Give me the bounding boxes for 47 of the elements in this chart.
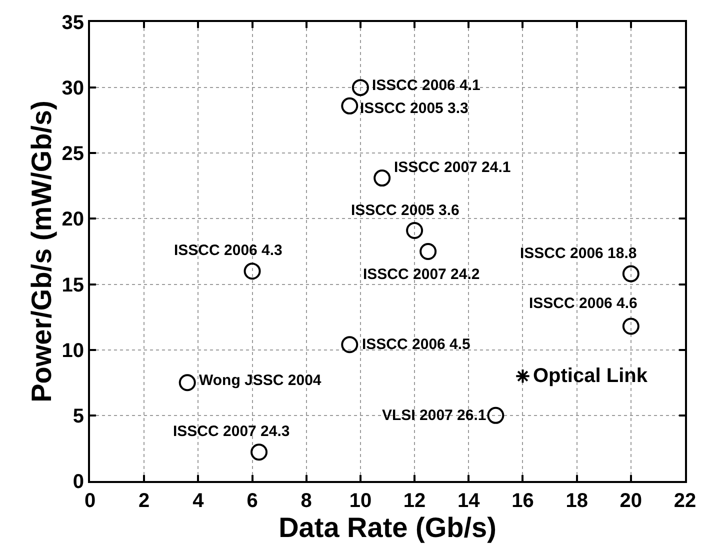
annotation: ISSCC 2006 4.1 — [372, 77, 480, 94]
annotation: ISSCC 2007 24.3 — [173, 423, 290, 440]
x-tick-label: 16 — [512, 490, 534, 512]
annotation: ISSCC 2005 3.3 — [360, 100, 468, 117]
annotation: Wong JSSC 2004 — [199, 372, 322, 389]
y-tick-label: 35 — [62, 12, 84, 34]
x-tick-label: 6 — [246, 490, 258, 512]
point — [374, 170, 391, 187]
point — [420, 243, 437, 260]
x-tick-label: 14 — [458, 490, 481, 512]
x-tick-label: 2 — [138, 490, 150, 512]
x-axis-title: Data Rate (Gb/s) — [278, 512, 496, 543]
y-tick-label: 10 — [62, 340, 84, 362]
x-tick-label: 20 — [620, 490, 642, 512]
point — [622, 265, 640, 282]
y-tick-label: 5 — [72, 405, 84, 428]
y-tick-label: 0 — [72, 471, 84, 493]
x-tick-label: 12 — [403, 490, 426, 512]
point — [341, 336, 358, 354]
x-tick-label: 8 — [300, 490, 312, 512]
point — [244, 262, 261, 280]
y-axis-title: Power/Gb/s (mW/Gb/s) — [26, 100, 57, 402]
point — [352, 79, 369, 96]
x-tick-label: 22 — [674, 490, 696, 512]
annotation: ISSCC 2005 3.6 — [351, 202, 460, 219]
annotation: ISSCC 2006 4.3 — [174, 242, 282, 259]
y-tick-label: 15 — [62, 274, 84, 296]
point — [341, 97, 358, 114]
annotation: Optical Link — [533, 365, 648, 387]
annotation: ISSCC 2007 24.1 — [394, 159, 511, 176]
x-tick-label: 18 — [566, 490, 588, 512]
point — [406, 222, 424, 240]
point — [178, 374, 196, 392]
x-tick-label: 4 — [192, 490, 205, 512]
point — [487, 406, 504, 424]
annotation: ISSCC 2006 4.6 — [529, 295, 638, 312]
point — [622, 318, 640, 335]
x-tick-label: 10 — [349, 490, 372, 512]
y-tick-label: 20 — [62, 208, 84, 231]
annotation: ISSCC 2006 18.8 — [520, 245, 637, 262]
point — [515, 368, 530, 384]
annotation: ISSCC 2006 4.5 — [362, 336, 470, 353]
annotation: ISSCC 2007 24.2 — [363, 266, 480, 283]
y-tick-label: 30 — [62, 78, 84, 100]
y-tick-label: 25 — [62, 143, 84, 166]
annotation: VLSI 2007 26.1 — [382, 407, 486, 424]
point — [250, 444, 268, 461]
